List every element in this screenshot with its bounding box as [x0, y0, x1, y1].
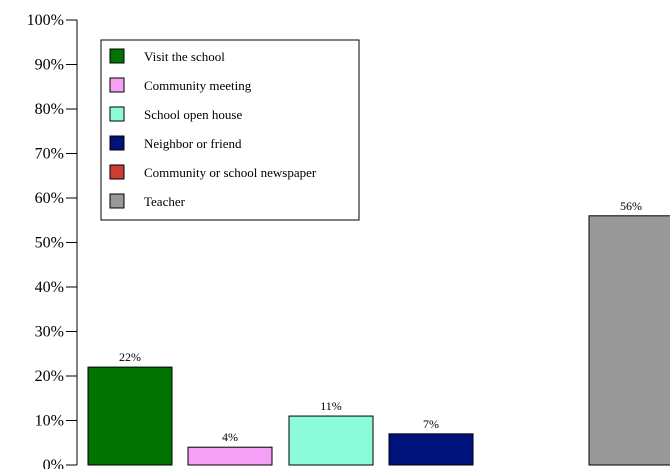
y-tick-label: 0%	[43, 457, 64, 469]
legend-label: Neighbor or friend	[144, 136, 242, 151]
y-tick-label: 70%	[35, 146, 64, 163]
legend-swatch	[109, 48, 125, 64]
y-tick-label: 50%	[35, 235, 64, 252]
legend-swatch	[109, 164, 125, 180]
legend-box	[100, 39, 360, 221]
y-tick-label: 100%	[27, 12, 64, 29]
y-tick-label: 10%	[35, 413, 64, 430]
y-axis: 0% 10% 20% 30% 40% 50% 60% 70% 80% 90% 100%	[27, 12, 78, 469]
legend-swatch	[109, 193, 125, 209]
y-tick-label: 90%	[35, 57, 64, 74]
legend-label: Community meeting	[144, 78, 252, 93]
legend: Visit the school Community meeting School …	[100, 39, 360, 221]
legend-swatch	[109, 77, 125, 93]
legend-label: Community or school newspaper	[144, 165, 317, 180]
bars: 22% 4% 11% 7% 56%	[87, 199, 670, 466]
y-tick-label: 40%	[35, 279, 64, 296]
legend-label: School open house	[144, 107, 242, 122]
bar	[187, 446, 273, 466]
bar	[588, 215, 670, 466]
bar-value-label: 56%	[620, 199, 642, 213]
y-tick-label: 80%	[35, 101, 64, 118]
bar-value-label: 11%	[320, 399, 342, 413]
bar	[388, 433, 474, 466]
bar-value-label: 4%	[222, 430, 238, 444]
legend-swatch	[109, 135, 125, 151]
legend-label: Teacher	[144, 194, 186, 209]
y-tick-label: 60%	[35, 190, 64, 207]
bar-value-label: 7%	[423, 417, 439, 431]
y-tick-label: 20%	[35, 368, 64, 385]
y-tick-label: 30%	[35, 324, 64, 341]
bar	[87, 366, 173, 466]
bar	[288, 415, 374, 466]
bar-value-label: 22%	[119, 350, 141, 364]
legend-swatch	[109, 106, 125, 122]
legend-label: Visit the school	[144, 49, 225, 64]
